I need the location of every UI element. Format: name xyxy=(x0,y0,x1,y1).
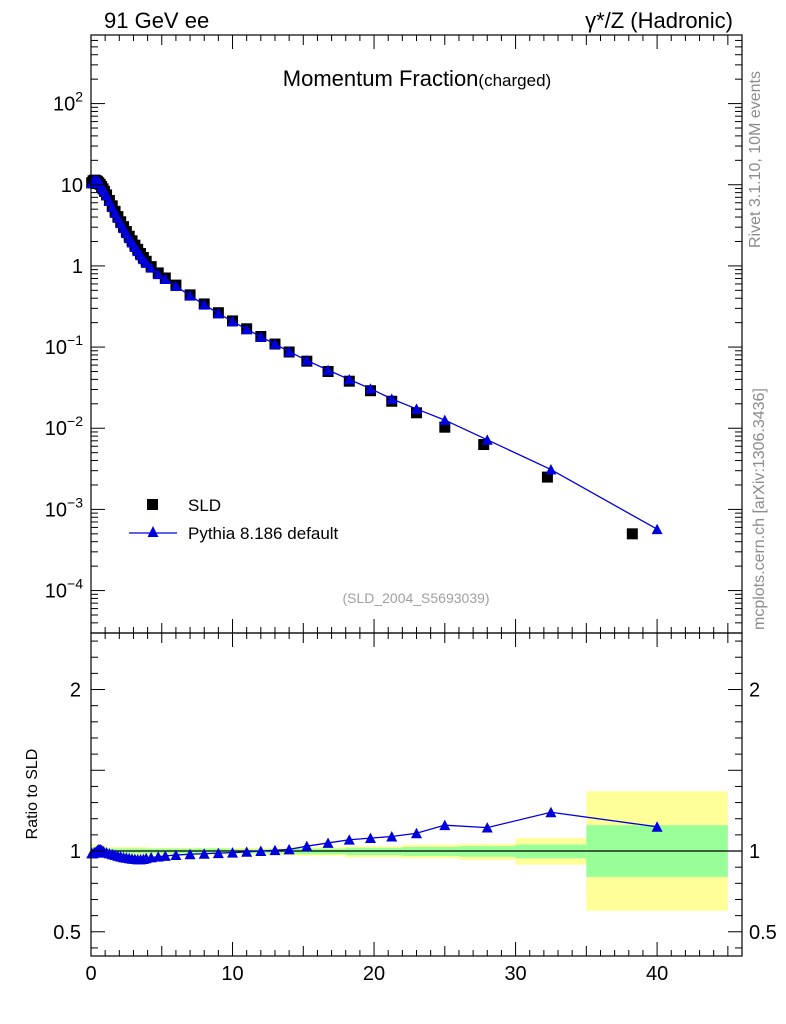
pythia-point xyxy=(227,315,239,327)
ratio-pythia-point xyxy=(411,827,422,839)
ratio-y-tick-label: 2 xyxy=(70,680,81,702)
sld-point xyxy=(626,528,638,540)
ratio-pythia-point xyxy=(365,832,377,844)
ratio-ylabel: Ratio to SLD xyxy=(24,749,41,840)
pythia-point xyxy=(170,280,182,291)
ratio-pythia-point xyxy=(481,822,493,833)
pythia-point xyxy=(255,331,267,342)
ratio-pythia-point xyxy=(241,846,253,857)
ratio-pythia-point xyxy=(439,819,451,831)
pythia-point xyxy=(269,338,281,349)
y-tick-label: 10−3 xyxy=(45,494,83,521)
ratio-pythia-point xyxy=(343,834,355,845)
legend: SLD Pythia 8.186 default xyxy=(129,496,339,543)
ratio-pythia-point xyxy=(651,821,663,832)
ratio-y-tick-label-right: 1 xyxy=(749,841,760,863)
legend-label-pythia: Pythia 8.186 default xyxy=(188,524,339,543)
pythia-point xyxy=(322,364,334,376)
x-tick-label: 10 xyxy=(221,963,243,985)
pythia-point xyxy=(159,273,171,284)
main-axes: 102 10 1 10−1 10−2 10−3 10−4 xyxy=(45,34,743,634)
ratio-pythia-point xyxy=(212,847,224,859)
ratio-axes: 0 10 20 30 40 0.5 0.5 1 1 2 2 xyxy=(53,632,777,985)
ratio-pythia-point xyxy=(184,848,196,860)
ratio-pythia-point xyxy=(198,848,210,859)
main-data-points xyxy=(86,174,663,540)
y-tick-label: 10 xyxy=(61,175,83,197)
main-title: Momentum Fraction(charged) xyxy=(283,66,551,91)
pythia-point xyxy=(184,290,196,301)
main-plot: 102 10 1 10−1 10−2 10−3 10−4 Momentum Fraction… xyxy=(45,34,743,634)
main-frame xyxy=(90,34,743,634)
ratio-uncertainty-bands xyxy=(91,791,742,911)
sld-point xyxy=(439,421,451,433)
pythia-point xyxy=(365,383,377,394)
x-tick-label: 20 xyxy=(363,963,385,985)
x-tick-label: 40 xyxy=(646,963,668,985)
y-tick-label: 10−4 xyxy=(45,576,83,603)
pythia-point xyxy=(152,268,164,280)
analysis-watermark: (SLD_2004_S5693039) xyxy=(342,590,489,606)
x-tick-label: 0 xyxy=(85,963,96,985)
pythia-point xyxy=(481,434,493,445)
y-tick-label: 10−1 xyxy=(45,332,83,359)
pythia-point xyxy=(212,307,224,319)
ratio-pythia-point xyxy=(386,830,398,842)
pythia-point xyxy=(651,523,663,535)
y-tick-label: 102 xyxy=(53,89,83,116)
pythia-point xyxy=(301,354,313,366)
y-tick-label: 1 xyxy=(72,256,83,278)
ratio-pythia-point xyxy=(227,847,239,858)
title-suffix: (charged) xyxy=(478,71,551,90)
ratio-pythia-point xyxy=(159,850,171,861)
pythia-point xyxy=(343,373,355,385)
ratio-pythia-point xyxy=(283,843,295,855)
ratio-pythia-point xyxy=(269,844,281,856)
legend-marker-sld xyxy=(147,499,158,510)
header-left: 91 GeV ee xyxy=(104,8,209,33)
ratio-y-tick-label-right: 0.5 xyxy=(749,922,777,944)
pythia-point xyxy=(386,393,398,404)
legend-marker-pythia xyxy=(147,526,159,537)
ratio-pythia-point xyxy=(255,845,267,856)
pythia-point xyxy=(545,464,557,475)
pythia-point xyxy=(145,262,157,273)
pythia-point xyxy=(283,346,295,357)
x-tick-label: 30 xyxy=(504,963,526,985)
legend-label-sld: SLD xyxy=(188,496,221,515)
pythia-point xyxy=(411,403,422,414)
ratio-pythia-point xyxy=(545,806,557,818)
ratio-pythia-point xyxy=(322,837,334,848)
ratio-y-tick-label-right: 2 xyxy=(749,680,760,702)
ratio-y-tick-label: 1 xyxy=(70,841,81,863)
rivet-label: Rivet 3.1.10, 10M events xyxy=(747,71,764,248)
pythia-point xyxy=(198,299,210,310)
pythia-point xyxy=(439,414,451,426)
ratio-plot: 0 10 20 30 40 0.5 0.5 1 1 2 2 Ratio to SLD xyxy=(24,632,777,985)
title-main: Momentum Fraction xyxy=(283,66,479,91)
pythia-point xyxy=(241,323,253,335)
ratio-y-tick-label: 0.5 xyxy=(53,922,81,944)
y-tick-label: 10−2 xyxy=(45,413,83,440)
header-right: γ*/Z (Hadronic) xyxy=(585,8,733,33)
mcplots-label: mcplots.cern.ch [arXiv:1306.3436] xyxy=(751,388,768,630)
pythia-point xyxy=(140,257,152,268)
pythia-line xyxy=(91,179,658,530)
ratio-pythia-point xyxy=(301,840,313,852)
ratio-pythia-point xyxy=(170,849,182,861)
sld-point xyxy=(541,471,553,483)
